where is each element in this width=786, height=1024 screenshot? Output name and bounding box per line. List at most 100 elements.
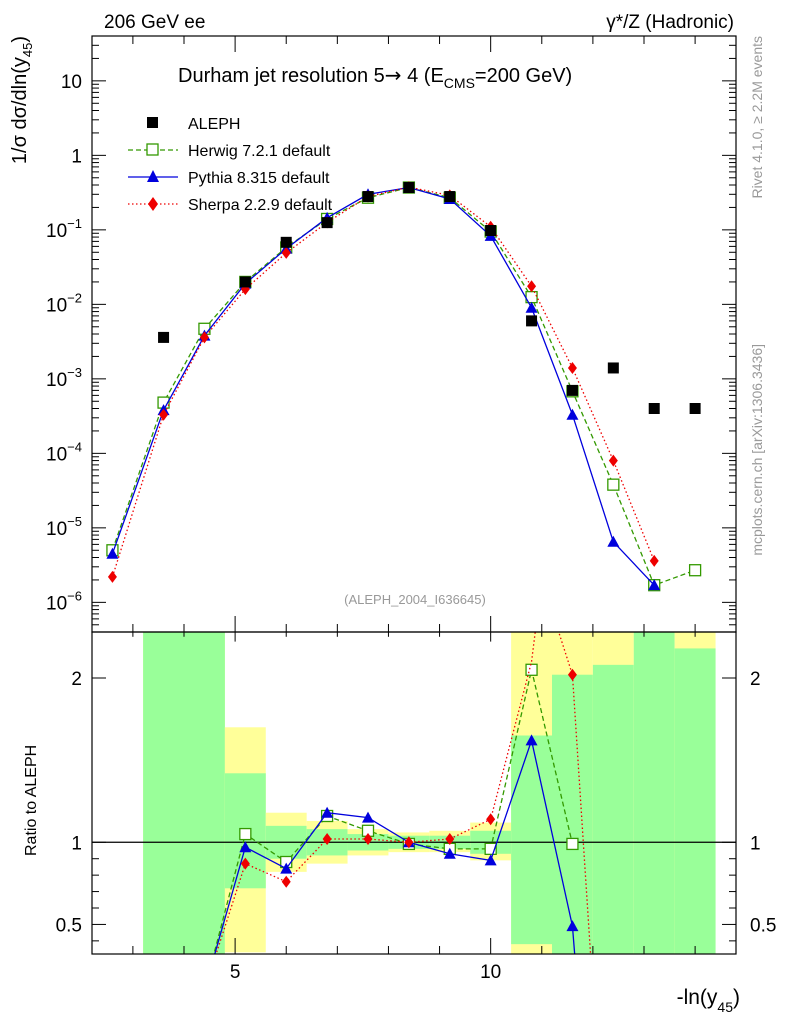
data-point-sherpa	[527, 280, 537, 293]
ratio-line-herwig	[213, 669, 574, 954]
y-tick-label-exp: −5	[67, 514, 82, 529]
y-tick-label: 10−4	[46, 439, 82, 465]
ratio-band-green	[592, 664, 634, 954]
ratio-point-sherpa	[363, 833, 373, 845]
x-axis-label: -ln(y45)	[677, 986, 740, 1015]
data-point-pythia	[607, 535, 620, 547]
mcplots-label: mcplots.cern.ch [arXiv:1306.3436]	[749, 344, 765, 556]
y-tick-label-base: 10	[46, 593, 67, 614]
ratio-band-green	[143, 632, 225, 954]
ratio-point-pythia	[525, 734, 538, 746]
y-tick-label: 10−1	[46, 216, 82, 242]
ratio-point-herwig	[566, 837, 579, 851]
legend-marker-aleph	[147, 117, 158, 128]
data-point-herwig	[688, 564, 702, 577]
ratio-point-sherpa	[567, 668, 577, 681]
ratio-y-tick-label: 1	[71, 833, 82, 854]
data-point-aleph	[107, 649, 118, 660]
y-tick-label-exp: −2	[67, 290, 82, 305]
ratio-point-pythia	[280, 862, 293, 874]
data-point-sherpa	[567, 361, 577, 374]
ratio-frame	[91, 631, 737, 955]
data-point-pythia	[525, 301, 538, 313]
x-tick-label: 10	[480, 962, 501, 983]
data-point-sherpa	[281, 246, 291, 259]
ratio-point-sherpa	[240, 857, 250, 870]
data-point-aleph	[280, 236, 292, 248]
y-tick-label: 10−6	[46, 588, 82, 614]
ratio-point-pythia	[321, 806, 334, 818]
chart-title: Durham jet resolution 5→ 4 (ECMS=200 GeV…	[178, 63, 572, 91]
legend-marker-sherpa	[148, 197, 158, 211]
data-point-pythia	[648, 579, 661, 591]
data-point-sherpa	[608, 454, 618, 467]
ratio-point-pythia	[443, 847, 456, 859]
data-point-aleph	[648, 403, 660, 414]
ratio-y-tick-label: 0.5	[56, 915, 82, 936]
ratio-point-sherpa	[445, 833, 455, 845]
data-point-sherpa	[159, 408, 169, 421]
ratio-point-sherpa	[281, 875, 291, 888]
ratio-band-green	[633, 632, 675, 954]
y-tick-label-exp: −3	[67, 365, 82, 380]
title-tail: =200 GeV)	[475, 65, 572, 87]
y-tick-label-base: 10	[46, 370, 67, 391]
series-line-sherpa	[111, 186, 655, 578]
ratio-point-sherpa	[404, 836, 414, 849]
x-label-sub: 45	[717, 999, 733, 1015]
ratio-point-pythia	[484, 854, 497, 866]
ratio-y-label: Ratio to ALEPH	[23, 745, 40, 856]
legend: ALEPH Herwig 7.2.1 default Pythia 8.315 …	[128, 116, 333, 214]
x-label-main: -ln(y	[677, 986, 718, 1009]
y-axis-label: 1/σ dσ/dln(y45)	[9, 36, 35, 164]
ratio-band-green	[552, 674, 593, 954]
legend-label-sherpa: Sherpa 2.2.9 default	[188, 197, 333, 214]
y-tick-label-exp: −4	[67, 439, 82, 454]
ratio-band-green	[511, 735, 552, 945]
x-label-tail: )	[733, 986, 740, 1009]
legend-label-aleph: ALEPH	[188, 116, 240, 133]
y-label-main: 1/σ dσ/dln(y	[9, 57, 31, 164]
data-point-herwig	[607, 478, 620, 491]
data-point-aleph	[158, 331, 170, 343]
data-point-sherpa	[649, 554, 659, 567]
data-point-aleph	[239, 276, 251, 288]
data-point-sherpa	[199, 331, 209, 344]
data-point-aleph	[526, 315, 538, 327]
ratio-y-tick-label-right: 1	[750, 833, 761, 854]
y-tick-label-exp: −1	[67, 216, 82, 231]
y-tick-label: 10−5	[46, 514, 82, 540]
data-point-aleph	[362, 191, 374, 203]
y-tick-label: 10	[61, 72, 82, 93]
ratio-point-pythia	[362, 811, 374, 823]
y-tick-label-base: 10	[46, 221, 67, 242]
ratio-point-herwig	[239, 827, 252, 841]
y-tick-label: 10−3	[46, 365, 82, 391]
header-left: 206 GeV ee	[104, 12, 205, 33]
title-sub: CMS	[444, 75, 475, 91]
data-point-aleph	[485, 225, 497, 237]
data-point-aleph	[607, 362, 619, 374]
data-point-aleph	[566, 384, 578, 396]
legend-label-pythia: Pythia 8.315 default	[188, 170, 330, 187]
ratio-y-tick-label: 2	[71, 669, 82, 690]
watermark: (ALEPH_2004_I636645)	[344, 592, 486, 607]
y-tick-label: 1	[71, 146, 82, 167]
y-tick-label-base: 10	[46, 444, 67, 465]
data-point-aleph	[444, 191, 456, 203]
data-point-aleph	[689, 403, 701, 414]
data-point-pythia	[106, 547, 119, 559]
legend-label-herwig: Herwig 7.2.1 default	[188, 143, 331, 160]
ratio-band-green	[674, 648, 716, 954]
data-point-aleph	[403, 182, 415, 194]
data-point-sherpa	[107, 570, 117, 583]
data-point-pythia	[566, 408, 579, 420]
ratio-y-tick-label-right: 2	[750, 669, 761, 690]
y-tick-label-exp: −6	[67, 588, 82, 603]
y-label-tail: )	[9, 36, 31, 43]
y-tick-label: 10−2	[46, 290, 82, 316]
y-label-sub: 45	[20, 43, 35, 57]
ratio-point-sherpa	[322, 833, 332, 845]
x-tick-label: 5	[230, 962, 241, 983]
